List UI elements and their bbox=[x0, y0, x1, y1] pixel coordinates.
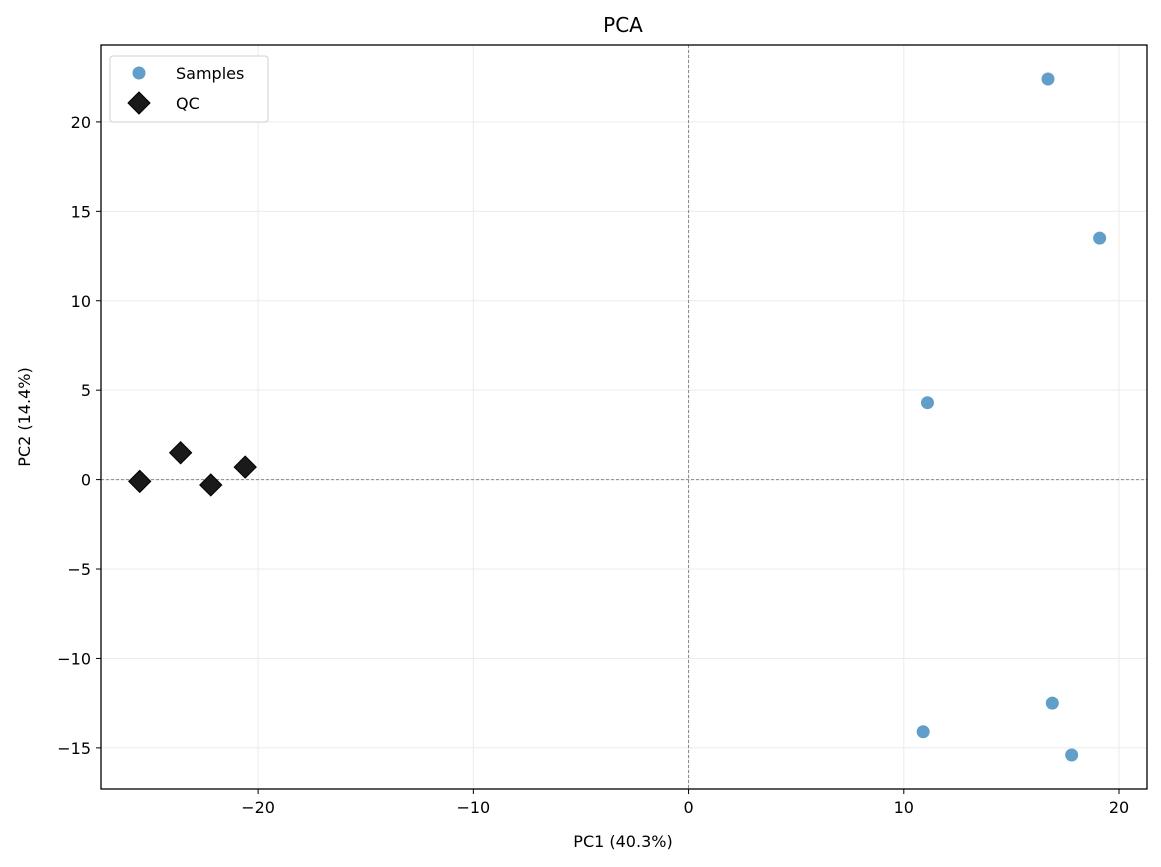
legend-box bbox=[109, 55, 269, 123]
y-tick-label: 20 bbox=[71, 113, 91, 132]
y-tick-label: 5 bbox=[81, 381, 91, 400]
y-tick-label: −10 bbox=[57, 649, 91, 668]
sample-point bbox=[1041, 72, 1055, 86]
x-tick-label: 20 bbox=[1109, 798, 1129, 817]
sample-point bbox=[1093, 231, 1107, 245]
x-tick-label: −10 bbox=[456, 798, 490, 817]
qc-point bbox=[168, 441, 193, 465]
sample-point bbox=[1065, 748, 1079, 762]
y-tick-label: −15 bbox=[57, 739, 91, 758]
x-tick-label: 10 bbox=[894, 798, 914, 817]
qc-point bbox=[199, 473, 223, 497]
reference-lines bbox=[101, 45, 1147, 789]
y-axis-ticks: −15 −10 −5 0 5 10 15 20 bbox=[57, 113, 101, 758]
y-tick-label: −5 bbox=[67, 560, 91, 579]
legend-label-samples: Samples bbox=[176, 64, 244, 83]
sample-point bbox=[916, 725, 930, 739]
y-axis-label: PC2 (14.4%) bbox=[15, 367, 34, 466]
y-tick-label: 10 bbox=[71, 292, 91, 311]
qc-point bbox=[233, 455, 257, 479]
chart-title: PCA bbox=[603, 13, 643, 37]
legend-label-qc: QC bbox=[176, 94, 200, 113]
legend: Samples QC bbox=[109, 55, 269, 123]
sample-point bbox=[920, 396, 934, 410]
y-tick-label: 15 bbox=[71, 202, 91, 221]
y-tick-label: 0 bbox=[81, 471, 91, 490]
x-axis-ticks: −20 −10 0 10 20 bbox=[241, 789, 1129, 817]
data-points bbox=[128, 72, 1107, 762]
legend-marker-samples bbox=[132, 66, 146, 80]
legend-marker-qc bbox=[127, 91, 151, 115]
x-tick-label: 0 bbox=[683, 798, 693, 817]
x-tick-label: −20 bbox=[241, 798, 275, 817]
grid-lines bbox=[101, 45, 1147, 789]
sample-point bbox=[1045, 696, 1059, 710]
qc-point bbox=[128, 469, 152, 494]
plot-frame bbox=[100, 44, 1148, 790]
x-axis-label: PC1 (40.3%) bbox=[573, 832, 672, 851]
